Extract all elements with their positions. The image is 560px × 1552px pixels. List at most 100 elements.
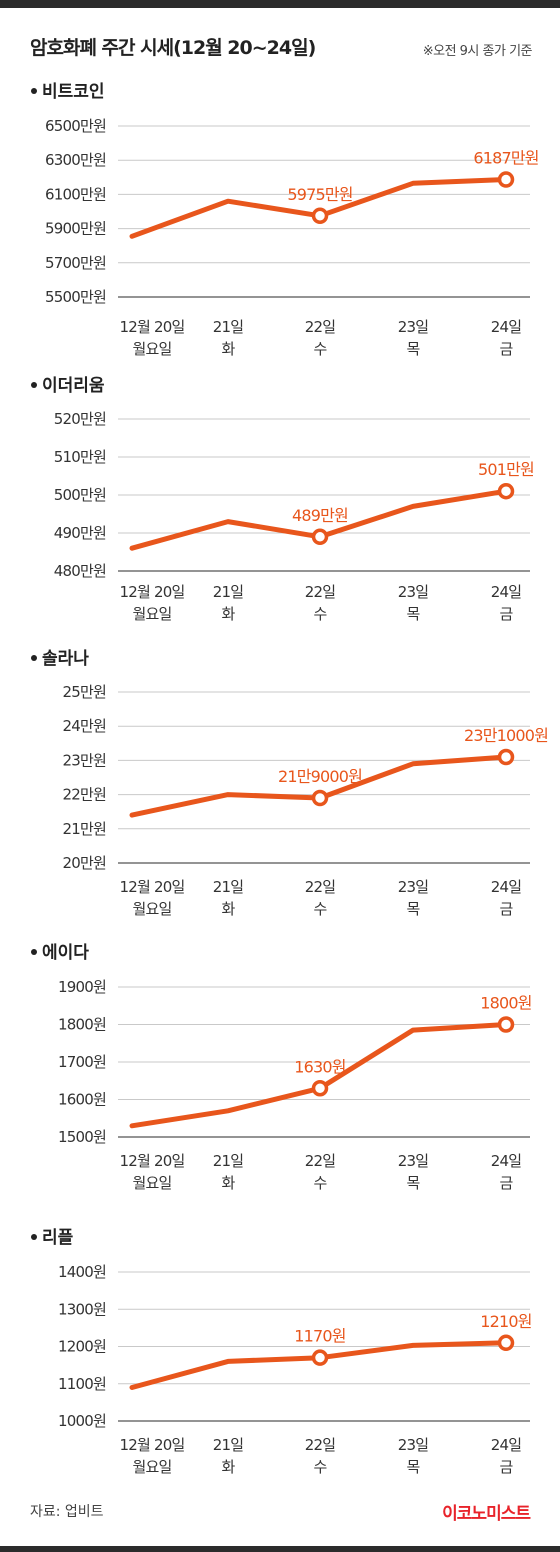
x-tick-label: 21일 — [213, 583, 244, 601]
y-tick-label: 480만원 — [54, 562, 106, 580]
data-point-marker — [497, 482, 515, 500]
x-tick-sublabel: 월요일 — [132, 900, 171, 918]
y-tick-label: 1300원 — [58, 1300, 106, 1318]
data-point-marker — [497, 1016, 515, 1033]
data-label: 1170원 — [294, 1327, 345, 1346]
x-tick-sublabel: 수 — [313, 605, 326, 623]
x-tick-label: 23일 — [398, 878, 429, 896]
y-tick-label: 490만원 — [54, 524, 106, 542]
x-tick-sublabel: 화 — [221, 900, 235, 918]
basis-note: ※오전 9시 종가 기준 — [422, 44, 533, 59]
section-bullet — [31, 88, 37, 94]
y-tick-label: 1900원 — [58, 978, 106, 996]
data-point-marker — [311, 207, 329, 225]
chart-panel-1: 비트코인 5500만원 5700만원 5900만원 6100만원 6300만원 6500만원… — [31, 82, 539, 358]
x-tick-sublabel: 수 — [313, 900, 326, 918]
y-tick-label: 22만원 — [63, 786, 107, 804]
y-tick-label: 5500만원 — [45, 288, 106, 306]
x-tick-label: 23일 — [398, 318, 429, 336]
y-tick-label: 5700만원 — [45, 254, 106, 272]
x-tick-label: 12월 20일 — [120, 1436, 185, 1454]
section-bullet — [31, 655, 37, 661]
x-tick-label: 12월 20일 — [120, 878, 185, 896]
y-tick-label: 6100만원 — [45, 185, 106, 203]
y-tick-label: 1700원 — [58, 1053, 106, 1071]
x-tick-sublabel: 월요일 — [132, 1458, 171, 1476]
data-label: 6187만원 — [473, 149, 538, 168]
x-tick-sublabel: 금 — [499, 1458, 513, 1476]
data-label: 21만9000원 — [278, 767, 362, 786]
data-point-marker — [311, 1080, 329, 1097]
x-tick-label: 21일 — [213, 878, 244, 896]
x-tick-label: 23일 — [398, 583, 429, 601]
x-tick-sublabel: 월요일 — [132, 605, 171, 623]
data-label: 23만1000원 — [464, 726, 548, 745]
x-tick-label: 24일 — [491, 583, 522, 601]
section-title: 비트코인 — [42, 82, 105, 102]
x-tick-label: 21일 — [213, 318, 244, 336]
x-tick-sublabel: 금 — [499, 605, 513, 623]
x-tick-sublabel: 목 — [406, 1174, 419, 1192]
x-tick-label: 24일 — [491, 878, 522, 896]
x-tick-label: 24일 — [491, 318, 522, 336]
x-tick-label: 24일 — [491, 1436, 522, 1454]
x-tick-label: 21일 — [213, 1152, 244, 1170]
x-tick-sublabel: 금 — [499, 900, 513, 918]
x-tick-sublabel: 화 — [221, 1174, 235, 1192]
data-point-marker — [497, 171, 515, 188]
x-tick-sublabel: 수 — [313, 340, 326, 358]
y-tick-label: 21만원 — [63, 820, 107, 838]
data-point-marker — [311, 528, 329, 546]
section-title: 에이다 — [42, 943, 89, 963]
brand-logo: 이코노미스트 — [442, 1504, 531, 1524]
x-tick-sublabel: 화 — [221, 340, 235, 358]
x-tick-label: 22일 — [305, 878, 336, 896]
x-tick-label: 23일 — [398, 1152, 429, 1170]
section-title: 솔라나 — [42, 649, 89, 669]
data-label: 5975만원 — [287, 185, 352, 204]
data-point-marker — [311, 1349, 329, 1366]
bottom-bar — [0, 1546, 560, 1552]
y-tick-label: 500만원 — [54, 486, 106, 504]
section-bullet — [31, 949, 37, 955]
y-tick-label: 6300만원 — [45, 151, 106, 169]
x-tick-label: 22일 — [305, 318, 336, 336]
x-tick-label: 24일 — [491, 1152, 522, 1170]
x-tick-sublabel: 목 — [406, 340, 419, 358]
y-tick-label: 510만원 — [54, 448, 106, 466]
x-tick-sublabel: 화 — [221, 1458, 235, 1476]
x-tick-sublabel: 금 — [499, 1174, 513, 1192]
x-tick-label: 12월 20일 — [120, 1152, 185, 1170]
x-tick-label: 12월 20일 — [120, 318, 185, 336]
top-bar — [0, 0, 560, 8]
y-tick-label: 25만원 — [63, 683, 107, 701]
x-tick-sublabel: 화 — [221, 605, 235, 623]
page-title: 암호화폐 주간 시세(12월 20~24일) — [30, 37, 316, 59]
y-tick-label: 520만원 — [54, 410, 106, 428]
x-tick-label: 22일 — [305, 1436, 336, 1454]
series-line — [129, 754, 509, 818]
y-tick-label: 1600원 — [58, 1091, 106, 1109]
y-tick-label: 1100원 — [58, 1375, 106, 1393]
x-tick-sublabel: 수 — [313, 1174, 326, 1192]
x-tick-label: 21일 — [213, 1436, 244, 1454]
y-tick-label: 1500원 — [58, 1128, 106, 1146]
data-point-marker — [497, 748, 515, 766]
data-label: 1630원 — [294, 1057, 345, 1076]
data-point-marker — [311, 789, 329, 807]
data-label: 1800원 — [480, 994, 531, 1013]
y-tick-label: 24만원 — [63, 717, 107, 735]
y-tick-label: 5900만원 — [45, 220, 106, 238]
y-tick-label: 23만원 — [63, 751, 107, 769]
x-tick-label: 23일 — [398, 1436, 429, 1454]
section-title: 이더리움 — [42, 376, 105, 396]
source-note: 자료: 업비트 — [30, 1504, 104, 1520]
y-tick-label: 6500만원 — [45, 117, 106, 135]
section-title: 리플 — [42, 1228, 74, 1248]
x-tick-label: 22일 — [305, 1152, 336, 1170]
x-tick-sublabel: 금 — [499, 340, 513, 358]
x-tick-sublabel: 목 — [406, 1458, 419, 1476]
